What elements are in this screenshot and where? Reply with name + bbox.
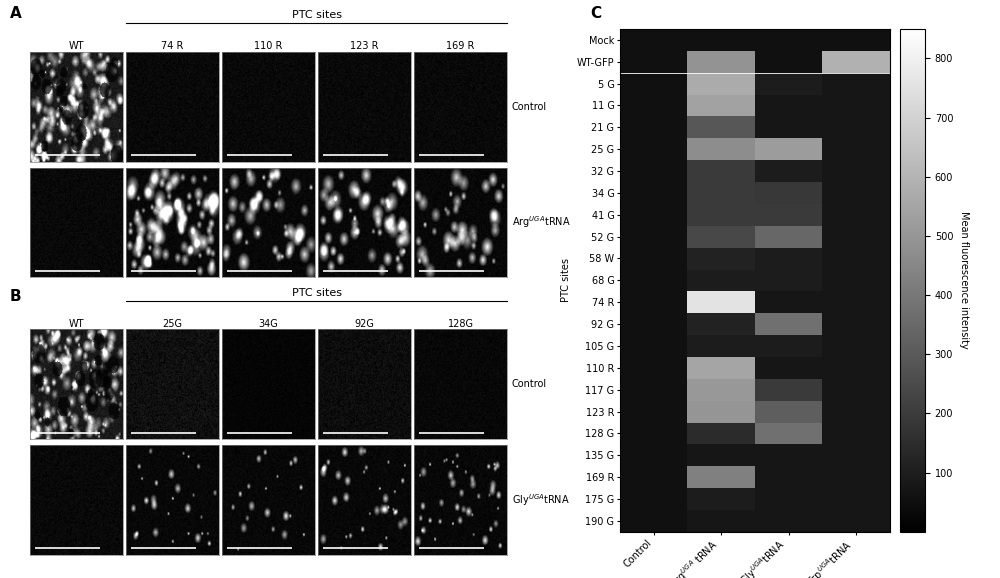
Text: PTC sites: PTC sites — [292, 10, 342, 20]
Title: 34G: 34G — [259, 318, 278, 329]
Title: 92G: 92G — [355, 318, 374, 329]
Title: 74 R: 74 R — [161, 41, 184, 51]
Text: B: B — [10, 289, 22, 304]
Text: PTC sites: PTC sites — [292, 288, 342, 298]
Text: Control: Control — [512, 102, 547, 112]
Title: 110 R: 110 R — [254, 41, 283, 51]
Text: A: A — [10, 6, 22, 21]
Y-axis label: Mean fluorescence intensity: Mean fluorescence intensity — [959, 212, 969, 349]
Y-axis label: PTC sites: PTC sites — [561, 258, 571, 302]
Title: 169 R: 169 R — [446, 41, 475, 51]
Title: 123 R: 123 R — [350, 41, 379, 51]
Text: Gly$^{UGA}$tRNA: Gly$^{UGA}$tRNA — [512, 492, 570, 508]
Title: WT: WT — [69, 41, 84, 51]
Title: WT: WT — [69, 318, 84, 329]
Text: C: C — [590, 6, 601, 21]
Text: Arg$^{UGA}$tRNA: Arg$^{UGA}$tRNA — [512, 214, 571, 231]
Title: 128G: 128G — [448, 318, 474, 329]
Text: Control: Control — [512, 379, 547, 390]
Title: 25G: 25G — [162, 318, 182, 329]
